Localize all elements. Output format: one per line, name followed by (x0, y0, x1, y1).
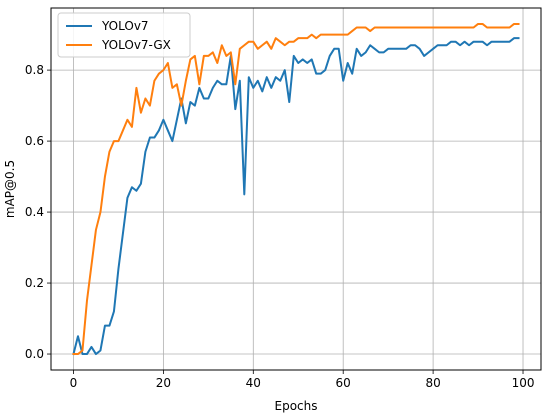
series-line-yolov7-gx (72, 22, 520, 356)
series-line-yolov7 (72, 37, 520, 356)
x-tick-label: 80 (425, 376, 440, 390)
legend: YOLOv7 YOLOv7-GX (57, 12, 191, 58)
series-lines (72, 22, 520, 356)
plot-frame (50, 7, 542, 371)
axis-ticks: 0 20 40 60 80 100 0.0 0.2 0.4 0.6 0.8 (25, 63, 535, 390)
x-tick-label: 60 (336, 376, 351, 390)
y-tick-label: 0.0 (25, 347, 44, 361)
x-axis-label: Epochs (275, 399, 318, 413)
y-tick-label: 0.2 (25, 276, 44, 290)
y-axis-label: mAP@0.5 (3, 160, 17, 218)
x-tick-label: 100 (512, 376, 535, 390)
y-tick-label: 0.6 (25, 134, 44, 148)
x-tick-label: 40 (246, 376, 261, 390)
x-tick-label: 20 (156, 376, 171, 390)
x-tick-label: 0 (70, 376, 78, 390)
legend-label: YOLOv7-GX (101, 38, 171, 52)
y-tick-label: 0.4 (25, 205, 44, 219)
y-tick-label: 0.8 (25, 63, 44, 77)
legend-label: YOLOv7 (101, 19, 149, 33)
